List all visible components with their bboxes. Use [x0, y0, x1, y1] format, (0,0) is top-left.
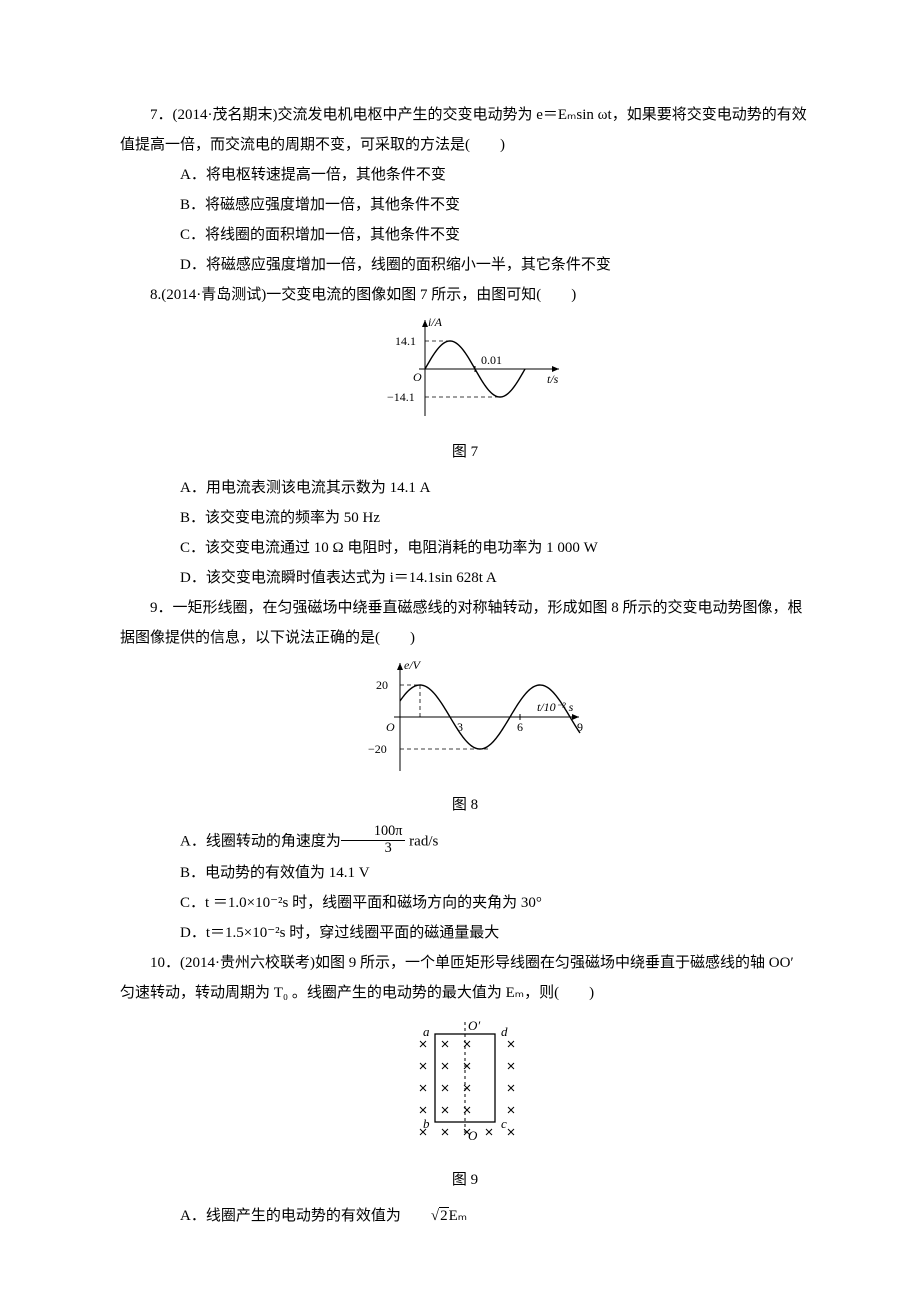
- q7-opt-d: D．将磁感应强度增加一倍，线圈的面积缩小一半，其它条件不变: [120, 250, 810, 280]
- figure-8-caption: 图 8: [120, 790, 810, 820]
- q9-a-pre: A．线圈转动的角速度为: [180, 834, 341, 850]
- svg-text:O: O: [386, 720, 395, 734]
- sqrt-radicand: 2: [439, 1207, 449, 1224]
- svg-text:O: O: [468, 1128, 478, 1143]
- figure-7-svg: i/A t/s 14.1 −14.1 O 0.01: [365, 314, 565, 424]
- svg-text:20: 20: [376, 678, 388, 692]
- q10-opt-a: A．线圈产生的电动势的有效值为 2Eₘ: [120, 1201, 810, 1231]
- svg-text:e/V: e/V: [404, 658, 422, 672]
- figure-8: 3 6 9 e/V t/10⁻² s 20 −20 O: [120, 657, 810, 788]
- figure-8-svg: 3 6 9 e/V t/10⁻² s 20 −20 O: [345, 657, 585, 777]
- figure-9-svg: a d b c O′ O: [395, 1012, 535, 1152]
- q8-opt-a: A．用电流表测该电流其示数为 14.1 A: [120, 473, 810, 503]
- q7-stem: 7．(2014·茂名期末)交流发电机电枢中产生的交变电动势为 e＝Eₘsin ω…: [120, 100, 810, 160]
- svg-text:a: a: [423, 1024, 430, 1039]
- figure-7: i/A t/s 14.1 −14.1 O 0.01: [120, 314, 810, 435]
- q8-opt-c: C．该交变电流通过 10 Ω 电阻时，电阻消耗的电功率为 1 000 W: [120, 533, 810, 563]
- figure-7-caption: 图 7: [120, 437, 810, 467]
- figure-9-caption: 图 9: [120, 1165, 810, 1195]
- svg-text:−20: −20: [368, 742, 387, 756]
- fraction-100pi-3: 100π3: [341, 824, 406, 856]
- svg-text:O′: O′: [468, 1018, 480, 1033]
- q9-opt-d: D．t＝1.5×10⁻²s 时，穿过线圈平面的磁通量最大: [120, 918, 810, 948]
- q7-stem-text: 7．(2014·茂名期末)交流发电机电枢中产生的交变电动势为 e＝Eₘsin ω…: [120, 107, 807, 153]
- svg-text:O: O: [413, 370, 422, 384]
- svg-text:b: b: [423, 1116, 430, 1131]
- svg-text:t/10⁻² s: t/10⁻² s: [537, 700, 574, 714]
- q9-a-post: rad/s: [405, 834, 438, 850]
- svg-text:9: 9: [577, 720, 583, 734]
- svg-text:i/A: i/A: [428, 315, 443, 329]
- q7-opt-c: C．将线圈的面积增加一倍，其他条件不变: [120, 220, 810, 250]
- q7-opt-b: B．将磁感应强度增加一倍，其他条件不变: [120, 190, 810, 220]
- svg-text:t/s: t/s: [547, 372, 559, 386]
- svg-text:6: 6: [517, 720, 523, 734]
- svg-text:3: 3: [457, 720, 463, 734]
- svg-text:14.1: 14.1: [395, 334, 416, 348]
- q9-stem: 9．一矩形线圈，在匀强磁场中绕垂直磁感线的对称轴转动，形成如图 8 所示的交变电…: [120, 593, 810, 653]
- q9-opt-b: B．电动势的有效值为 14.1 V: [120, 858, 810, 888]
- q7-opt-a: A．将电枢转速提高一倍，其他条件不变: [120, 160, 810, 190]
- svg-text:d: d: [501, 1024, 508, 1039]
- q8-stem: 8.(2014·青岛测试)一交变电流的图像如图 7 所示，由图可知( ): [120, 280, 810, 310]
- figure-9: a d b c O′ O: [120, 1012, 810, 1163]
- q8-opt-b: B．该交变电流的频率为 50 Hz: [120, 503, 810, 533]
- q8-opt-d: D．该交变电流瞬时值表达式为 i＝14.1sin 628t A: [120, 563, 810, 593]
- frac-num: 100π: [341, 824, 406, 841]
- svg-text:0.01: 0.01: [481, 353, 502, 367]
- sqrt-2: 2: [401, 1201, 449, 1231]
- frac-den: 3: [341, 841, 406, 857]
- svg-text:c: c: [501, 1116, 507, 1131]
- q10-stem: 10．(2014·贵州六校联考)如图 9 所示，一个单匝矩形导线圈在匀强磁场中绕…: [120, 948, 810, 1008]
- q9-opt-a: A．线圈转动的角速度为100π3 rad/s: [120, 826, 810, 858]
- q10-a-pre: A．线圈产生的电动势的有效值为: [180, 1208, 401, 1224]
- q10-a-post: Eₘ: [449, 1208, 468, 1224]
- q9-opt-c: C．t ＝1.0×10⁻²s 时，线圈平面和磁场方向的夹角为 30°: [120, 888, 810, 918]
- svg-text:−14.1: −14.1: [387, 390, 415, 404]
